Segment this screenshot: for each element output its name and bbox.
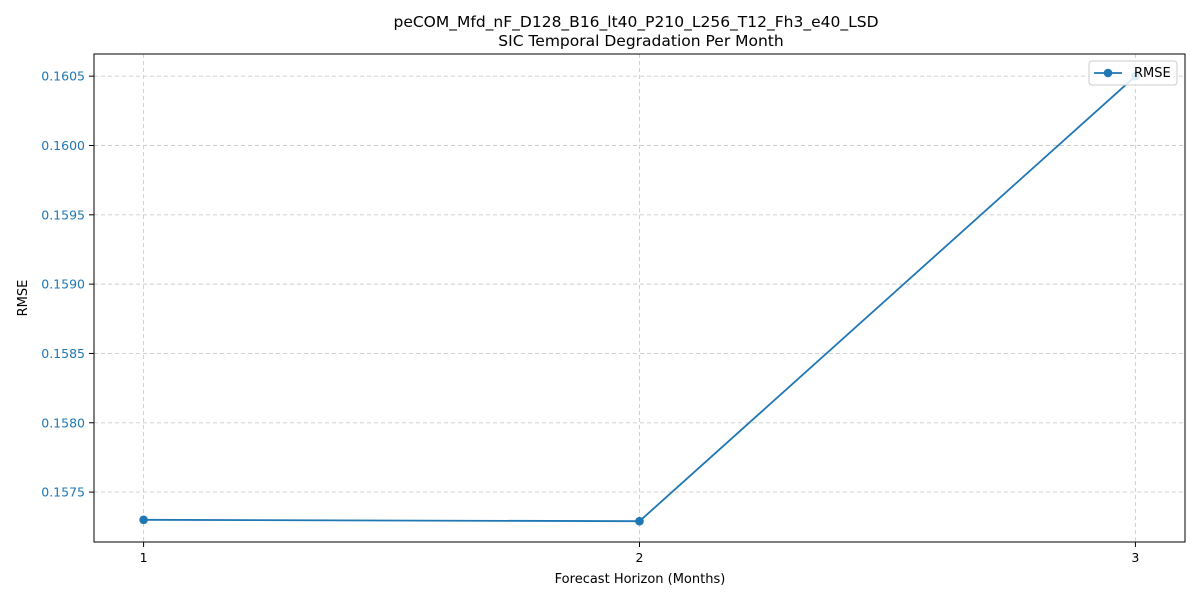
legend-label-rmse: RMSE	[1134, 66, 1171, 81]
y-tick-label: 0.1595	[41, 207, 85, 222]
legend: RMSE	[1088, 60, 1178, 86]
y-tick-label: 0.1590	[41, 277, 85, 292]
y-tick-label: 0.1605	[41, 69, 85, 84]
x-tick-label: 1	[140, 550, 148, 565]
y-axis-label: RMSE	[16, 280, 31, 317]
legend-marker-swatch	[1103, 68, 1113, 78]
x-axis-label: Forecast Horizon (Months)	[555, 572, 726, 587]
grid-lines	[94, 54, 1185, 542]
data-point	[139, 515, 148, 525]
x-axis-ticks: 1 2 3	[140, 542, 1139, 565]
y-axis-ticks: 0.1575 0.1580 0.1585 0.1590 0.1595 0.1600 0.16…	[41, 69, 94, 500]
legend-box	[1088, 60, 1178, 86]
y-tick-label: 0.1580	[41, 415, 85, 430]
y-tick-label: 0.1575	[41, 485, 85, 500]
y-tick-label: 0.1585	[41, 346, 85, 361]
chart-title: peCOM_Mfd_nF_D128_B16_lt40_P210_L256_T12…	[393, 13, 878, 32]
plot-area-frame	[93, 53, 1186, 543]
y-tick-label: 0.1600	[41, 138, 85, 153]
x-tick-label: 2	[636, 550, 644, 565]
data-point	[635, 516, 644, 526]
chart-subtitle: SIC Temporal Degradation Per Month	[498, 32, 783, 50]
x-tick-label: 3	[1131, 550, 1139, 565]
